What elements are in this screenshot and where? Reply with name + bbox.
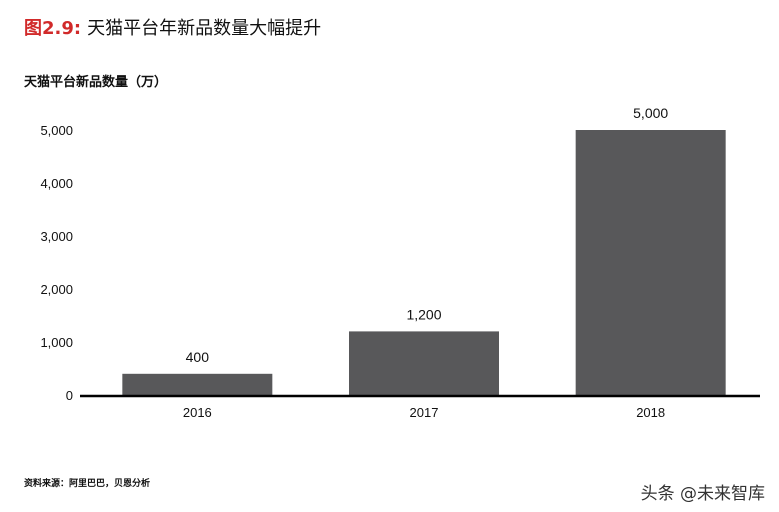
bar-2018 (575, 130, 726, 395)
figure-number: 图2.9: (24, 18, 82, 39)
y-tick-label: 4,000 (40, 176, 73, 191)
bars (122, 130, 726, 395)
x-axis-ticks: 2016 2017 2018 (183, 405, 665, 420)
y-axis-unit-label: 天猫平台新品数量（万） (24, 75, 168, 90)
x-tick-label: 2016 (183, 405, 212, 420)
y-tick-label: 0 (66, 388, 73, 403)
bar-data-label: 400 (186, 349, 210, 365)
bar-2017 (349, 331, 499, 395)
y-tick-label: 2,000 (40, 282, 73, 297)
watermark: 头条 @未来智库 (640, 484, 765, 504)
y-tick-label: 5,000 (40, 123, 73, 138)
figure-title-text: 天猫平台年新品数量大幅提升 (87, 18, 322, 39)
y-tick-label: 3,000 (40, 229, 73, 244)
y-axis-ticks: 0 1,000 2,000 3,000 4,000 5,000 (40, 123, 73, 403)
x-tick-label: 2017 (410, 405, 439, 420)
source-note: 资料来源：阿里巴巴，贝恩分析 (24, 479, 151, 489)
x-tick-label: 2018 (636, 405, 665, 420)
y-tick-label: 1,000 (40, 335, 73, 350)
bar-data-label: 5,000 (633, 105, 668, 121)
figure-title: 图2.9: 天猫平台年新品数量大幅提升 (24, 14, 321, 40)
bar-data-labels: 400 1,200 5,000 (186, 105, 669, 365)
bar-2016 (122, 373, 273, 395)
bar-data-label: 1,200 (406, 306, 441, 322)
